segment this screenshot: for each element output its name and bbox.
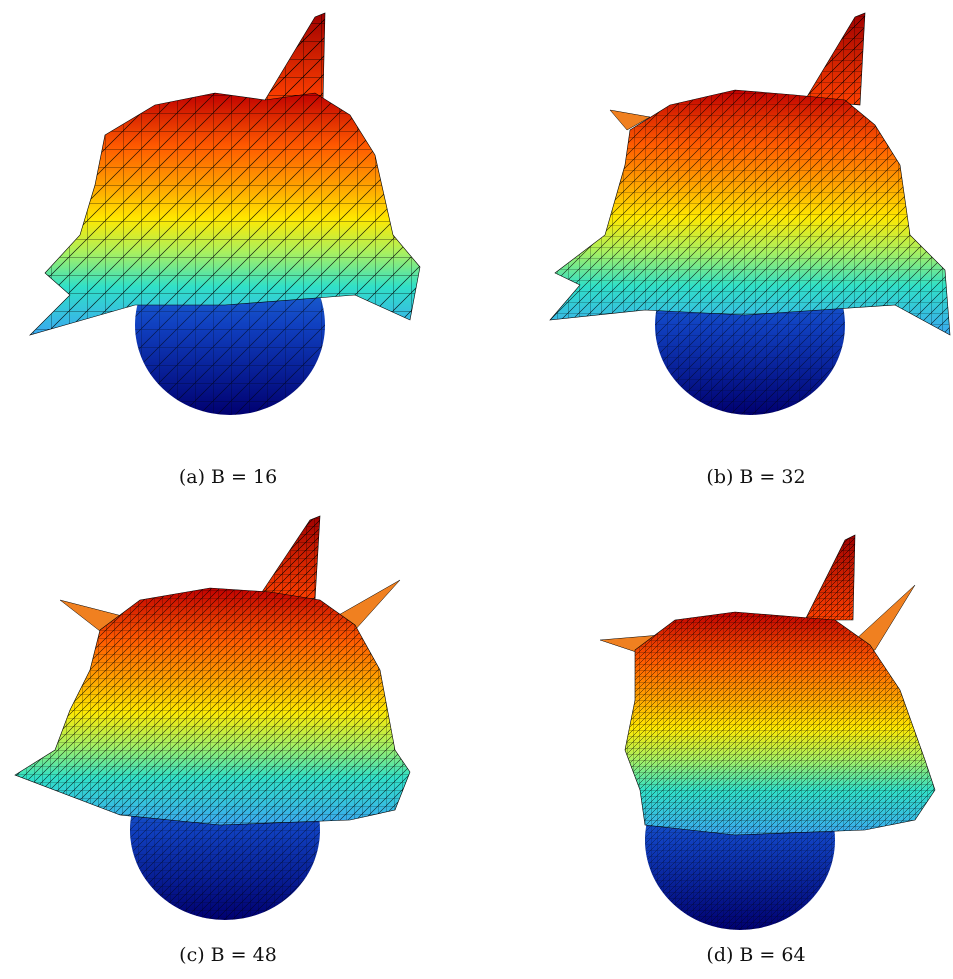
panel-c: [10, 510, 440, 930]
caption: (a) B = 16: [178, 466, 278, 488]
mesh-part: [805, 535, 855, 620]
panel-b: [535, 5, 953, 425]
mesh-part: [625, 612, 935, 835]
mesh-part: [550, 90, 950, 335]
mesh-part: [805, 13, 865, 105]
mesh-part: [15, 588, 410, 825]
mesh-render: [28, 12, 421, 415]
caption: (b) B = 32: [706, 466, 806, 488]
mesh-part: [260, 516, 320, 600]
panel-d: [525, 520, 953, 940]
mesh-render: [549, 12, 951, 415]
mesh-part: [30, 93, 420, 335]
caption: (d) B = 64: [706, 944, 806, 966]
mesh-part: [265, 13, 325, 100]
mesh-part: [609, 109, 651, 131]
panel-a: [15, 5, 445, 425]
mesh-render: [599, 534, 936, 930]
mesh-render: [14, 515, 411, 920]
caption: (c) B = 48: [179, 944, 277, 966]
